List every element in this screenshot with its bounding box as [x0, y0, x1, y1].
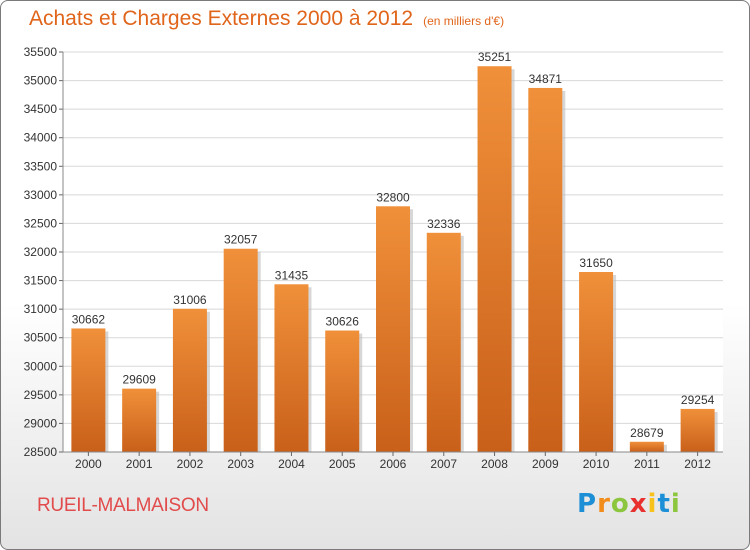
y-tick-label: 33500 — [24, 159, 58, 173]
x-tick-label: 2005 — [329, 457, 356, 471]
x-tick-label: 2009 — [532, 457, 559, 471]
bar — [579, 272, 614, 452]
y-tick-label: 32500 — [24, 216, 58, 230]
y-tick-label: 31000 — [24, 302, 58, 316]
y-tick-label: 35500 — [24, 45, 58, 59]
bar — [528, 87, 563, 452]
y-tick-label: 29500 — [24, 388, 58, 402]
y-tick-label: 29000 — [24, 416, 58, 430]
y-tick-label: 31500 — [24, 274, 58, 288]
y-axis: 28500 29000 29500 30000 30500 31000 31500 32000… — [24, 45, 723, 459]
x-tick-label: 2007 — [430, 457, 457, 471]
data-label: 31650 — [579, 256, 613, 270]
bar — [680, 408, 715, 452]
x-tick-label: 2003 — [227, 457, 254, 471]
y-tick-label: 30000 — [24, 359, 58, 373]
x-tick-label: 2004 — [278, 457, 305, 471]
logo-letter: o — [610, 489, 630, 519]
bar — [477, 66, 512, 452]
data-labels: 30662 29609 31006 32057 31435 30626 32800 32336… — [72, 50, 715, 440]
data-label: 32057 — [224, 233, 258, 247]
data-label: 29254 — [681, 393, 715, 407]
chart-unit: (en milliers d'€) — [423, 14, 505, 28]
x-tick-label: 2011 — [634, 457, 660, 471]
x-tick-label: 2000 — [75, 457, 102, 471]
bar — [426, 232, 461, 452]
y-tick-label: 34000 — [24, 131, 58, 145]
data-label: 30662 — [72, 312, 106, 326]
y-tick-label: 32000 — [24, 245, 58, 259]
logo-letter: i — [670, 489, 681, 519]
bar — [274, 284, 309, 452]
x-tick-label: 2006 — [380, 457, 407, 471]
bar — [223, 248, 258, 452]
logo-letter: i — [647, 489, 658, 519]
bar — [325, 330, 360, 452]
bar — [122, 388, 157, 452]
x-tick-label: 2001 — [126, 457, 153, 471]
bar — [629, 441, 664, 452]
logo-letter: t — [657, 489, 671, 519]
city-name: RUEIL-MALMAISON — [37, 495, 209, 516]
data-label: 31006 — [173, 293, 207, 307]
data-label: 31435 — [275, 268, 309, 282]
bar — [71, 328, 106, 452]
y-tick-label: 33000 — [24, 188, 58, 202]
y-tick-label: 34500 — [24, 102, 58, 116]
logo-letter: r — [597, 489, 611, 519]
y-tick-label: 28500 — [24, 445, 58, 459]
bars — [71, 66, 718, 452]
chart-title-text: Achats et Charges Externes 2000 à 2012 — [29, 7, 414, 30]
data-label: 32800 — [376, 190, 410, 204]
x-tick-label: 2002 — [177, 457, 204, 471]
x-axis: 2000 2001 2002 2003 2004 2005 2006 2007 2008 2009… — [75, 452, 711, 471]
proxiti-logo: Proxiti — [577, 489, 681, 519]
y-tick-label: 35000 — [24, 74, 58, 88]
x-tick-label: 2010 — [583, 457, 610, 471]
data-label: 32336 — [427, 217, 461, 231]
logo-letter: P — [577, 489, 598, 519]
data-label: 28679 — [630, 426, 664, 440]
x-tick-label: 2012 — [684, 457, 711, 471]
x-tick-label: 2008 — [481, 457, 508, 471]
data-label: 29609 — [122, 373, 156, 387]
bar — [376, 206, 410, 452]
chart-title: Achats et Charges Externes 2000 à 2012 (e… — [29, 7, 504, 31]
logo-letter: x — [629, 489, 648, 519]
data-label: 35251 — [478, 50, 512, 64]
bar — [172, 308, 207, 452]
data-label: 34871 — [529, 72, 563, 86]
y-tick-label: 30500 — [24, 331, 58, 345]
data-label: 30626 — [326, 315, 360, 329]
